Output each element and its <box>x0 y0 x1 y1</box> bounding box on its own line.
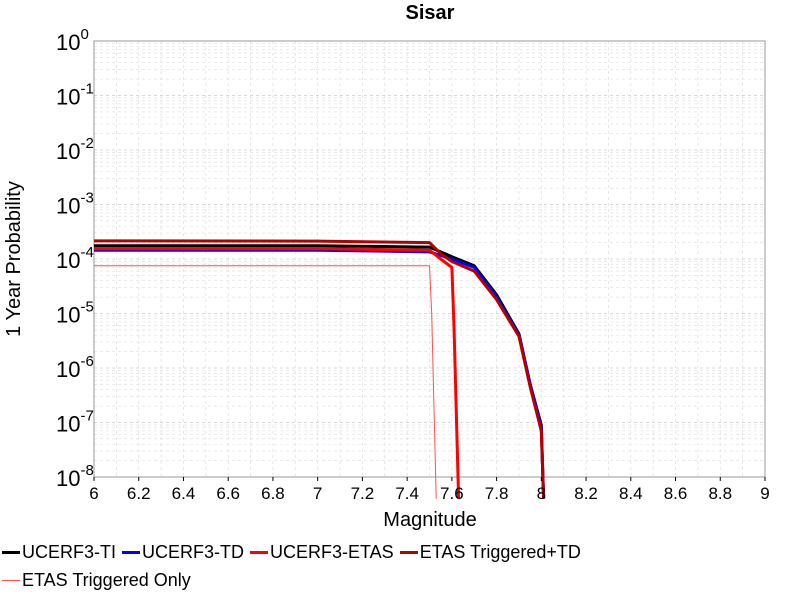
x-tick-label: 9 <box>760 484 769 503</box>
x-tick-label: 8.8 <box>708 484 732 503</box>
x-tick-labels: 6 6.2 6.4 6.6 6.8 7 7.2 7.4 7.6 7.8 8 8.2 8.4 8.6 8.8 9 <box>89 477 770 503</box>
legend-label: UCERF3-TI <box>22 541 116 562</box>
series-line-etas-triggered-only <box>94 265 437 499</box>
y-axis-label: 1 Year Probability <box>3 181 25 337</box>
legend-item-ucerf3-ti: UCERF3-TI <box>2 542 116 563</box>
legend-swatch <box>122 550 140 554</box>
legend-row: UCERF3-TI UCERF3-TD UCERF3-ETAS ETAS Tri… <box>2 538 792 566</box>
legend-item-etas-triggered-only: ETAS Triggered Only <box>2 570 191 591</box>
chart-title: Sisar <box>406 2 455 24</box>
x-tick-label: 8.2 <box>574 484 598 503</box>
legend-swatch <box>399 550 418 554</box>
x-tick-label: 6.6 <box>216 484 240 503</box>
y-tick-label: 10-7 <box>56 408 94 437</box>
legend-label: UCERF3-TD <box>142 541 244 562</box>
x-tick-label: 8 <box>537 484 546 503</box>
y-tick-label: 10-3 <box>56 190 94 219</box>
series-layer <box>93 239 546 499</box>
x-tick-label: 6 <box>89 484 98 503</box>
y-tick-label: 10-5 <box>56 299 94 328</box>
x-tick-label: 7.4 <box>395 484 419 503</box>
x-tick-label: 7 <box>313 484 322 503</box>
chart-canvas: 6 6.2 6.4 6.6 6.8 7 7.2 7.4 7.6 7.8 8 8.2 8.4 8.6 8.8 9… <box>3 2 770 531</box>
x-tick-label: 6.8 <box>261 484 285 503</box>
y-tick-label: 10-1 <box>56 81 94 110</box>
legend-swatch <box>2 550 20 554</box>
x-tick-label: 7.6 <box>440 484 464 503</box>
plot-frame <box>93 40 766 478</box>
legend-item-ucerf3-td: UCERF3-TD <box>122 542 244 563</box>
grid <box>93 41 766 478</box>
x-tick-label: 6.4 <box>172 484 196 503</box>
legend-label: UCERF3-ETAS <box>270 541 394 562</box>
legend-row: ETAS Triggered Only <box>2 566 792 594</box>
x-tick-label: 8.4 <box>619 484 643 503</box>
x-axis-label: Magnitude <box>383 509 476 531</box>
y-tick-labels: 100 10-1 10-2 10-3 10-4 10-5 10-6 10-7 10-8 <box>56 26 94 491</box>
y-tick-label: 10-8 <box>56 462 94 491</box>
y-tick-label: 10-4 <box>56 244 94 273</box>
legend-label: ETAS Triggered+TD <box>419 541 581 562</box>
y-tick-label: 10-6 <box>56 353 94 382</box>
series-line-etas-triggered-td <box>93 239 546 499</box>
legend-label: ETAS Triggered Only <box>22 569 191 590</box>
legend-item-etas-triggered-td: ETAS Triggered+TD <box>399 541 581 563</box>
legend-item-ucerf3-etas: UCERF3-ETAS <box>250 542 394 563</box>
legend-swatch <box>2 579 20 581</box>
x-tick-label: 8.6 <box>664 484 688 503</box>
legend-swatch <box>250 550 268 554</box>
legend: UCERF3-TI UCERF3-TD UCERF3-ETAS ETAS Tri… <box>2 538 792 594</box>
x-tick-label: 6.2 <box>127 484 151 503</box>
y-tick-label: 100 <box>56 26 89 55</box>
x-tick-label: 7.8 <box>485 484 509 503</box>
series-line-ucerf3-etas <box>94 247 461 499</box>
x-tick-label: 7.2 <box>351 484 375 503</box>
y-tick-label: 10-2 <box>56 135 94 164</box>
